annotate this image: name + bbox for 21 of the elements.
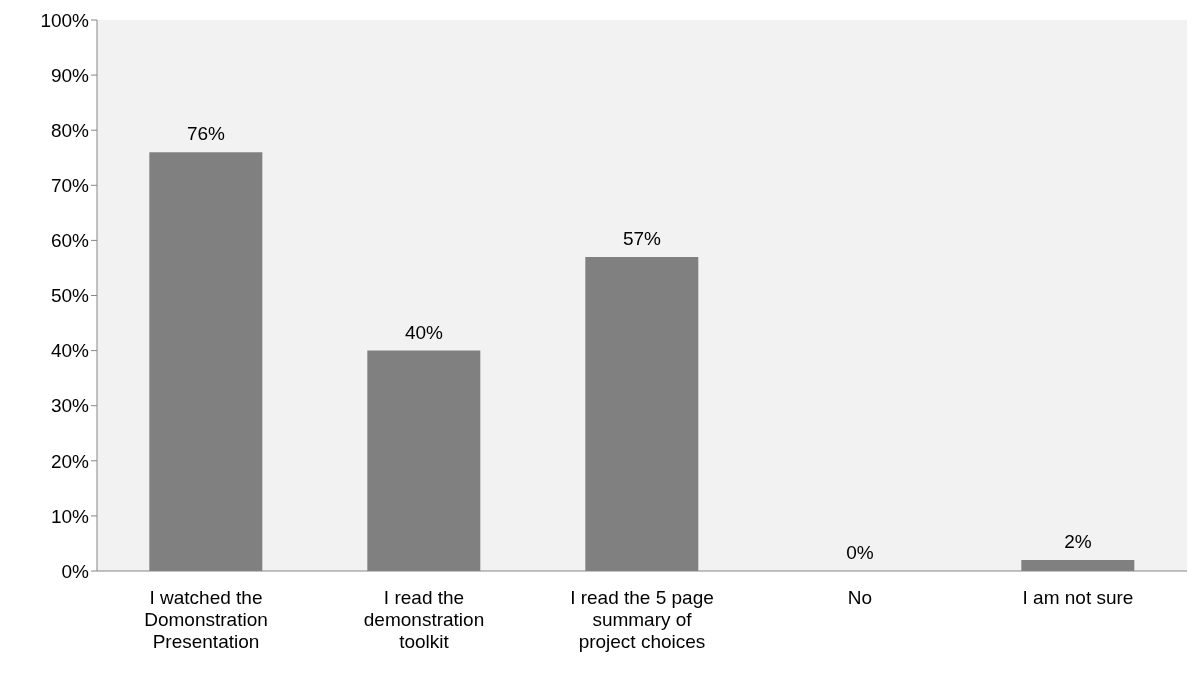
y-tick-label: 90% bbox=[50, 64, 90, 86]
y-tick-label: 50% bbox=[50, 285, 90, 307]
y-tick-label: 10% bbox=[50, 505, 90, 527]
x-tick-label: I read the 5 page summary of project choices bbox=[570, 587, 714, 652]
data-label: 76% bbox=[186, 123, 226, 145]
y-tick-label: 100% bbox=[40, 9, 90, 31]
y-tick-label: 70% bbox=[50, 175, 90, 197]
data-label: 2% bbox=[1064, 530, 1092, 552]
data-label: 0% bbox=[846, 542, 874, 563]
x-tick-label: I am not sure bbox=[1022, 587, 1134, 609]
data-label: 40% bbox=[404, 321, 444, 343]
y-tick-label: 20% bbox=[50, 450, 90, 472]
x-tick-label: No bbox=[847, 587, 873, 609]
x-tick-label: I read the demonstration toolkit bbox=[363, 587, 485, 652]
y-tick-label: 60% bbox=[50, 230, 90, 252]
data-label: 57% bbox=[622, 227, 662, 249]
x-tick-label: I watched the Domonstration Presentation bbox=[144, 587, 268, 652]
y-tick-label: 80% bbox=[50, 119, 90, 141]
y-tick-label: 0% bbox=[61, 560, 90, 582]
y-tick-label: 40% bbox=[50, 340, 90, 362]
y-tick-label: 30% bbox=[50, 395, 90, 417]
